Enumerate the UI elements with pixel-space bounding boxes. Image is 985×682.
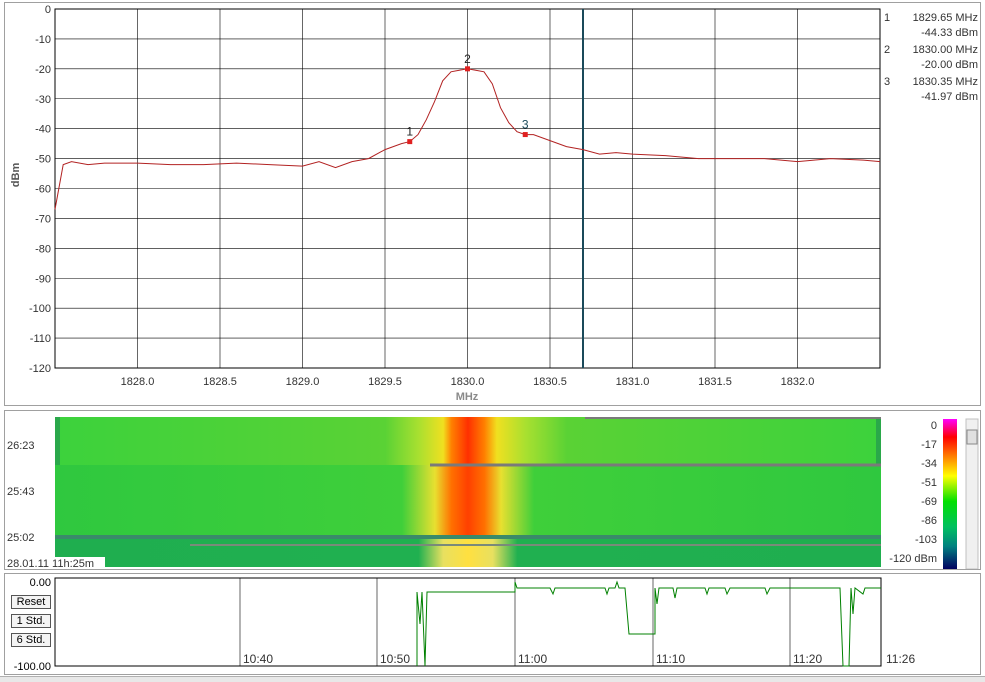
timeline-y-top: 0.00 [30, 577, 51, 589]
colorbar-tick-label: -69 [921, 496, 937, 508]
colorbar-tick-label: -51 [921, 477, 937, 489]
waterfall-right-edge [876, 417, 881, 465]
waterfall-timestamp: 28.01.11 11h:25m [7, 558, 94, 569]
spectrum-trace [54, 68, 881, 210]
timeline-panel: 0.00 -100.00 10:40 10:50 11:00 11:10 11:20 11… [4, 573, 981, 675]
y-tick-label: -50 [35, 154, 51, 166]
waterfall-time-label: 25:43 [7, 486, 35, 498]
waterfall-band-top [55, 417, 881, 465]
timeline-tick-label: 11:10 [656, 652, 685, 666]
y-tick-label: -100 [29, 303, 51, 315]
readout-2-id: 2 [884, 44, 890, 56]
timeline-y-bottom: -100.00 [14, 661, 51, 673]
colorbar-tick-label: -34 [921, 458, 937, 470]
waterfall-footer-bg [5, 557, 105, 569]
x-axis-label: MHz [456, 391, 479, 403]
y-tick-label: -10 [35, 34, 51, 46]
timeline-tick-label: 10:40 [243, 652, 273, 666]
colorbar-tick-label: -103 [915, 534, 937, 546]
waterfall-band-bottom [55, 537, 881, 567]
colorbar-scroll-thumb[interactable] [966, 429, 978, 445]
readout-1-level: -44.33 dBm [921, 27, 978, 39]
y-tick-label: -20 [35, 64, 51, 76]
timeline-tick-label: 11:00 [518, 652, 547, 666]
waterfall-band-middle [55, 465, 881, 537]
colorbar [943, 419, 957, 569]
colorbar-tick-label: -86 [921, 515, 937, 527]
x-tick-label: 1828.5 [203, 376, 237, 388]
waterfall-panel: 26:23 25:43 25:02 28.01.11 11h:25m 0 -17 -34… [4, 410, 981, 570]
colorbar-scroll-track[interactable] [965, 418, 979, 569]
colorbar-tick-label: -17 [921, 439, 937, 451]
timeline-trace [416, 580, 881, 667]
timeline-tick-label: 10:50 [380, 652, 410, 666]
spectrum-panel: 0 -10 -20 -30 -40 -50 -60 -70 -80 -90 -100 -110 -120… [4, 2, 981, 406]
readout-1-freq: 1829.65 MHz [913, 12, 978, 24]
marker-1-label: 1 [406, 125, 413, 139]
y-tick-label: -40 [35, 124, 51, 136]
six-std-button[interactable]: 6 Std. [11, 633, 51, 647]
x-tick-label: 1829.0 [286, 376, 320, 388]
readout-2-freq: 1830.00 MHz [913, 44, 978, 56]
y-tick-label: -30 [35, 94, 51, 106]
x-tick-label: 1828.0 [121, 376, 155, 388]
readout-1-id: 1 [884, 12, 890, 24]
timeline-tick-label: 11:26 [886, 652, 915, 666]
y-tick-label: -70 [35, 213, 51, 225]
timeline-chart[interactable]: 0.00 -100.00 10:40 10:50 11:00 11:10 11:20 11… [5, 574, 980, 674]
y-tick-label: -80 [35, 243, 51, 255]
waterfall-time-label: 26:23 [7, 440, 35, 452]
reset-button[interactable]: Reset [11, 595, 51, 609]
waterfall-chart[interactable]: 26:23 25:43 25:02 28.01.11 11h:25m 0 -17 -34… [5, 411, 980, 569]
timeline-plot-area [54, 577, 882, 667]
y-tick-label: -60 [35, 184, 51, 196]
x-tick-label: 1832.0 [781, 376, 815, 388]
y-tick-label: -120 [29, 363, 51, 375]
waterfall-left-edge [55, 417, 60, 465]
readout-3-level: -41.97 dBm [921, 91, 978, 103]
one-std-button[interactable]: 1 Std. [11, 614, 51, 628]
waterfall-time-label: 25:02 [7, 532, 35, 544]
marker-3-label: 3 [522, 118, 529, 132]
y-tick-label: 0 [45, 4, 51, 16]
y-tick-label: -90 [35, 273, 51, 285]
x-tick-label: 1829.5 [368, 376, 402, 388]
x-tick-label: 1831.0 [616, 376, 650, 388]
y-tick-label: -110 [30, 333, 51, 345]
marker-1-point [407, 139, 413, 145]
x-tick-label: 1830.5 [533, 376, 567, 388]
colorbar-tick-label: 0 [931, 420, 937, 432]
marker-2-point [465, 66, 470, 72]
status-bar [0, 676, 985, 682]
timeline-tick-label: 11:20 [793, 652, 822, 666]
marker-2-label: 2 [464, 52, 471, 66]
x-tick-label: 1831.5 [698, 376, 732, 388]
marker-3-point [522, 132, 528, 138]
spectrum-chart[interactable]: 0 -10 -20 -30 -40 -50 -60 -70 -80 -90 -100 -110 -120… [5, 3, 980, 405]
readout-3-freq: 1830.35 MHz [913, 76, 978, 88]
y-axis-label: dBm [10, 163, 22, 188]
readout-2-level: -20.00 dBm [921, 59, 978, 71]
x-tick-label: 1830.0 [451, 376, 485, 388]
colorbar-tick-label: -120 dBm [889, 553, 937, 565]
readout-3-id: 3 [884, 76, 890, 88]
